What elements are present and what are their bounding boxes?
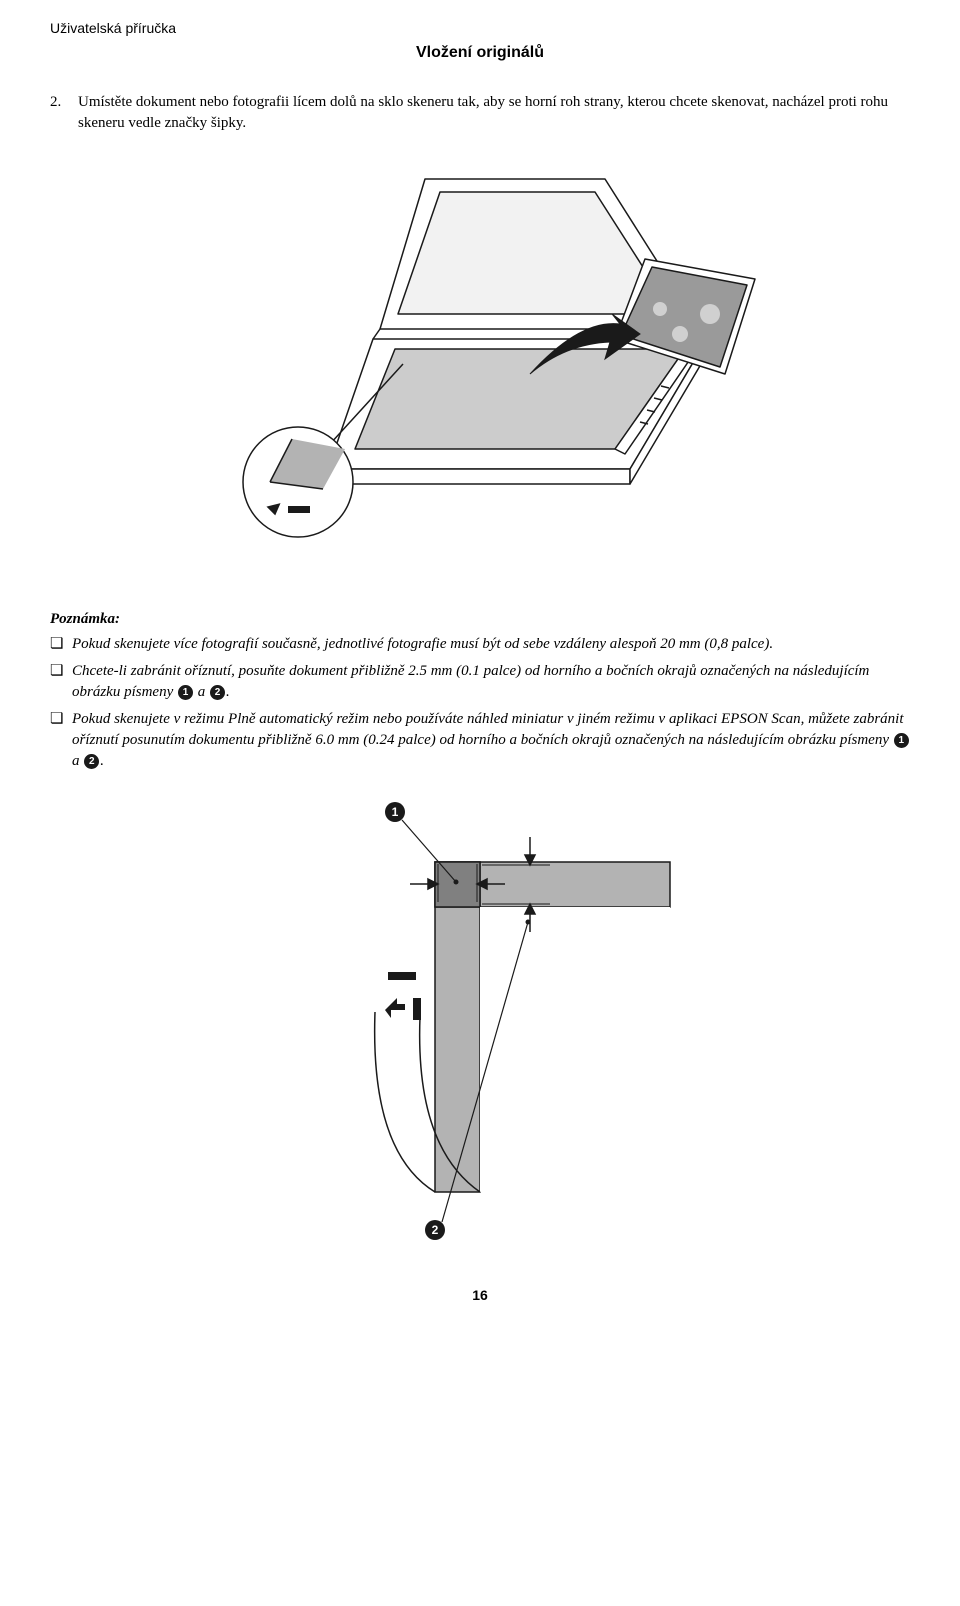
note-title: Poznámka: [50, 609, 910, 630]
note-item-3: ❏ Pokud skenujete v režimu Plně automati… [50, 709, 910, 772]
circled-1-icon: 1 [894, 733, 909, 748]
svg-text:1: 1 [392, 805, 399, 819]
circled-1-icon: 1 [178, 685, 193, 700]
note-text-span: . [226, 684, 230, 700]
page-number: 16 [50, 1287, 910, 1303]
note-text-span: Pokud skenujete v režimu Plně automatick… [72, 711, 904, 748]
section-title: Vložení originálů [50, 44, 910, 62]
note-bullet: ❏ [50, 709, 72, 772]
note-text-1: Pokud skenujete více fotografií současně… [72, 634, 910, 655]
note-bullet: ❏ [50, 634, 72, 655]
note-text-span: . [100, 753, 104, 769]
note-text-span: a [194, 684, 209, 700]
circled-2-icon: 2 [210, 685, 225, 700]
note-block: Poznámka: ❏ Pokud skenujete více fotogra… [50, 609, 910, 772]
doc-header: Uživatelská příručka [50, 20, 910, 36]
step-2: 2. Umístěte dokument nebo fotografii líc… [50, 92, 910, 134]
note-item-2: ❏ Chcete-li zabránit oříznutí, posuňte d… [50, 661, 910, 703]
step-number: 2. [50, 92, 78, 134]
step-text: Umístěte dokument nebo fotografii lícem … [78, 92, 910, 134]
note-text-span: Pokud skenujete více fotografií současně… [72, 636, 773, 652]
corner-figure: 1 2 [50, 802, 910, 1247]
note-bullet: ❏ [50, 661, 72, 703]
note-text-3: Pokud skenujete v režimu Plně automatick… [72, 709, 910, 772]
note-text-span: a [72, 753, 83, 769]
note-text-2: Chcete-li zabránit oříznutí, posuňte dok… [72, 661, 910, 703]
scanner-figure [50, 164, 910, 569]
circled-2-icon: 2 [84, 754, 99, 769]
note-item-1: ❏ Pokud skenujete více fotografií součas… [50, 634, 910, 655]
svg-text:2: 2 [432, 1223, 439, 1237]
